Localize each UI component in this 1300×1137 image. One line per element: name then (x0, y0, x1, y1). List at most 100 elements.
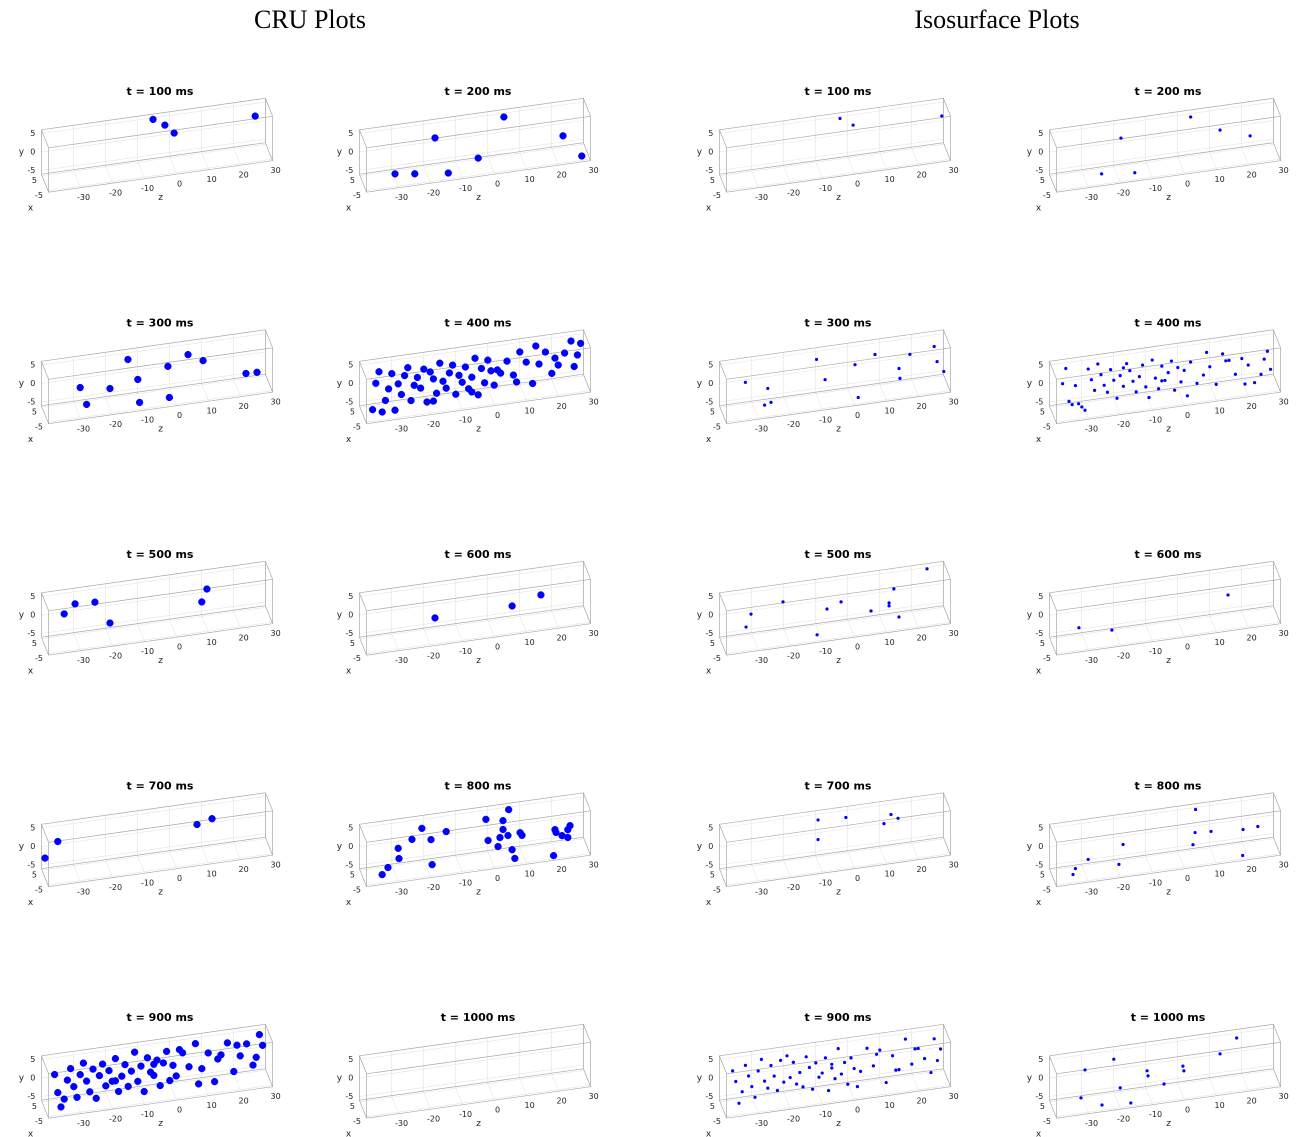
box-edge (719, 792, 944, 825)
point (60, 1095, 68, 1103)
x-tick-label: 5 (710, 408, 715, 417)
point (499, 825, 507, 834)
point (1092, 388, 1097, 392)
point (1060, 382, 1065, 386)
z-tick-label: 0 (495, 1106, 500, 1115)
point (480, 379, 489, 387)
box-edge (1049, 836, 1274, 870)
y-axis-label: y (1027, 379, 1033, 389)
point (759, 1057, 764, 1061)
z-tick-label: -30 (1085, 656, 1098, 665)
box-edge (1049, 405, 1057, 424)
y-tick-label: 0 (1038, 1074, 1043, 1083)
box-edge (41, 1023, 266, 1057)
grid-line (1049, 1027, 1274, 1060)
point (855, 1084, 860, 1089)
x-axis-label: x (28, 1130, 34, 1137)
grid-line (1241, 841, 1249, 860)
x-tick-label: 5 (350, 1102, 355, 1111)
point (560, 349, 569, 357)
z-axis-label: z (836, 656, 841, 666)
z-tick-label: -30 (1085, 425, 1098, 434)
point (1083, 408, 1087, 412)
x-tick-label: -5 (353, 654, 361, 663)
box-edge (359, 605, 584, 638)
grid-line (719, 1064, 944, 1097)
point (935, 1058, 940, 1063)
point (785, 1054, 789, 1058)
z-tick-label: -10 (1149, 879, 1162, 888)
point (1124, 362, 1129, 366)
point (838, 116, 842, 121)
point (1073, 384, 1077, 388)
grid-line (1113, 859, 1121, 878)
point (368, 406, 377, 414)
grid-line (911, 378, 919, 397)
point (208, 815, 216, 823)
point (111, 1054, 120, 1063)
z-axis-label: z (158, 193, 163, 203)
point (1256, 824, 1260, 829)
z-tick-label: -10 (1149, 647, 1162, 656)
x-tick-label: -5 (1043, 654, 1051, 663)
grid-line (551, 841, 559, 860)
point (169, 1061, 177, 1069)
z-tick-label: 10 (207, 175, 217, 184)
point (428, 861, 436, 869)
box-edge (719, 1100, 727, 1119)
y-tick-label: -5 (27, 1092, 35, 1101)
point (762, 1079, 767, 1083)
box-edge (265, 374, 273, 393)
point (429, 397, 438, 405)
point (1193, 807, 1198, 812)
box-edge (583, 1068, 591, 1087)
y-tick-label: -5 (27, 629, 35, 638)
box-edge (366, 115, 591, 149)
grid-line (815, 855, 823, 874)
z-tick-label: -10 (459, 416, 472, 425)
point (89, 1065, 97, 1073)
grid-line (847, 387, 855, 406)
box-edge (1056, 578, 1281, 612)
point (98, 1060, 107, 1068)
grid-line (47, 621, 273, 654)
subplot-title: t = 200 ms (445, 85, 512, 98)
box-edge (726, 391, 951, 425)
z-tick-label: -20 (427, 1115, 440, 1124)
point (1224, 359, 1228, 363)
grid-line (487, 156, 495, 175)
point (528, 379, 537, 388)
x-tick-label: -5 (1043, 886, 1051, 895)
point (468, 388, 476, 396)
point (432, 389, 441, 397)
grid-line (73, 864, 81, 883)
point (73, 1093, 81, 1101)
point (124, 1082, 132, 1091)
point (1071, 872, 1075, 877)
grid-line (1055, 1084, 1281, 1117)
point (851, 123, 855, 127)
y-tick-label: 5 (1038, 824, 1043, 833)
grid-line (137, 623, 145, 642)
point (740, 1090, 744, 1094)
point (820, 1071, 824, 1075)
z-tick-label: -20 (109, 420, 122, 429)
point (839, 600, 843, 604)
point (1100, 1103, 1104, 1107)
point (1241, 853, 1245, 858)
grid-line (169, 387, 177, 406)
point (487, 367, 495, 375)
box-edge (719, 1068, 944, 1101)
x-tick-label: -5 (713, 423, 721, 432)
grid-line (359, 351, 584, 384)
point (814, 357, 819, 362)
grid-line (233, 378, 241, 397)
point (846, 1082, 850, 1086)
point (564, 833, 572, 842)
point (810, 1087, 815, 1091)
point (505, 805, 513, 814)
grid-line (751, 169, 759, 188)
